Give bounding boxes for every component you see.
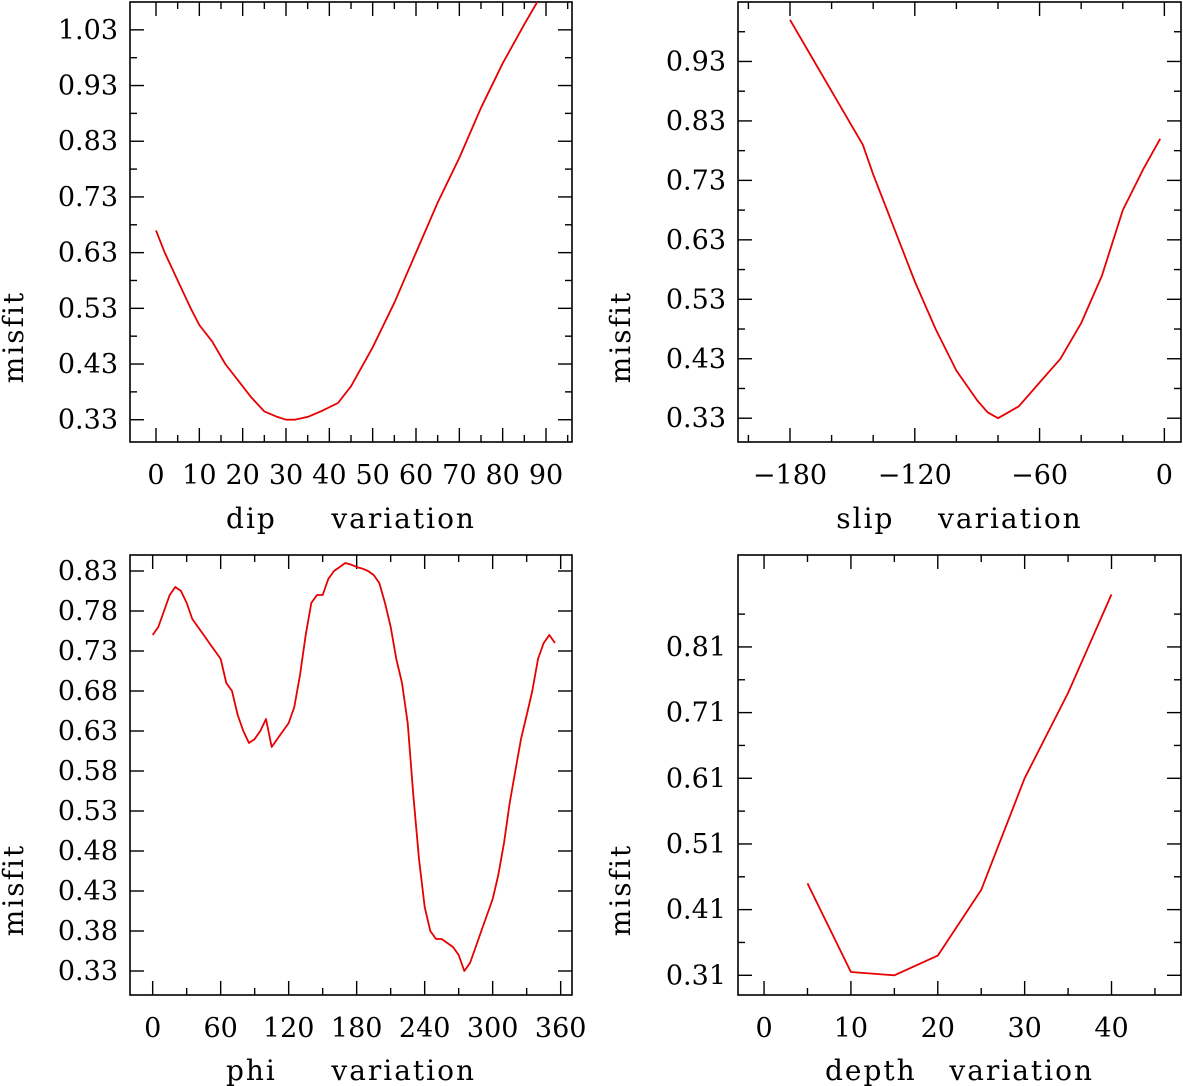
y-axis-title: misfit xyxy=(604,844,637,936)
x-axis-title: slip variation xyxy=(836,502,1082,535)
x-axis-title: depth variation xyxy=(825,1054,1094,1086)
y-tick-label: 0.63 xyxy=(58,716,118,747)
y-tick-label: 0.43 xyxy=(58,876,118,907)
x-tick-label: 20 xyxy=(225,460,259,491)
x-tick-label: 40 xyxy=(312,460,346,491)
y-tick-label: 0.93 xyxy=(58,71,118,102)
x-tick-label: 0 xyxy=(1156,460,1173,491)
x-tick-label: 10 xyxy=(182,460,216,491)
x-tick-label: 360 xyxy=(535,1013,587,1044)
x-tick-label: −120 xyxy=(878,460,952,491)
chart-panel-phi: 0 60 120 180 240 300 360 0.33 0.38 0.43 0.48 0.53 0.… xyxy=(0,554,587,1086)
x-tick-label: 20 xyxy=(921,1013,955,1044)
chart-panel-dip: 0 10 20 30 40 50 60 70 80 90 0.33 0.43 0.53 0.63 0.73 0… xyxy=(0,1,573,535)
y-tick-label: 0.58 xyxy=(58,756,118,787)
y-tick-label: 0.51 xyxy=(666,829,726,860)
x-tick-label: 90 xyxy=(529,460,563,491)
y-tick-label: 0.33 xyxy=(666,403,726,434)
x-axis-title: dip variation xyxy=(226,502,476,535)
y-tick-label: 0.71 xyxy=(666,698,726,729)
x-tick-label: 80 xyxy=(485,460,519,491)
x-tick-label: 30 xyxy=(269,460,303,491)
x-tick-label: −180 xyxy=(753,460,827,491)
y-tick-label: 0.53 xyxy=(666,284,726,315)
y-tick-label: 0.93 xyxy=(666,46,726,77)
y-tick-label: 0.33 xyxy=(58,405,118,436)
x-tick-label: 180 xyxy=(331,1013,383,1044)
y-axis-title: misfit xyxy=(0,844,30,936)
series-line-depth xyxy=(806,594,1113,977)
y-tick-label: 0.38 xyxy=(58,916,118,947)
y-tick-label: 0.81 xyxy=(666,632,726,663)
y-tick-label: 0.53 xyxy=(58,796,118,827)
y-tick-label: 0.63 xyxy=(58,238,118,269)
series-line-dip xyxy=(155,1,539,421)
x-tick-label: −60 xyxy=(1011,460,1068,491)
plot-frame xyxy=(129,554,573,996)
y-tick-label: 0.78 xyxy=(58,596,118,627)
y-tick-label: 0.68 xyxy=(58,676,118,707)
y-tick-label: 0.48 xyxy=(58,836,118,867)
x-tick-label: 300 xyxy=(467,1013,519,1044)
x-tick-label: 0 xyxy=(755,1013,772,1044)
x-tick-label: 0 xyxy=(147,460,164,491)
x-tick-label: 50 xyxy=(355,460,389,491)
y-tick-label: 0.83 xyxy=(666,106,726,137)
x-tick-label: 240 xyxy=(399,1013,451,1044)
x-tick-label: 10 xyxy=(834,1013,868,1044)
y-tick-label: 0.31 xyxy=(666,960,726,991)
y-tick-label: 0.33 xyxy=(58,956,118,987)
x-tick-label: 40 xyxy=(1094,1013,1128,1044)
x-tick-label: 30 xyxy=(1007,1013,1041,1044)
y-tick-label: 0.73 xyxy=(58,636,118,667)
series-line-phi xyxy=(151,562,556,972)
plot-frame xyxy=(129,1,573,443)
x-axis-title: phi variation xyxy=(226,1054,476,1086)
plot-frame xyxy=(737,1,1182,443)
series-line-slip xyxy=(789,19,1161,420)
y-tick-label: 1.03 xyxy=(58,15,118,46)
x-tick-label: 120 xyxy=(263,1013,315,1044)
y-tick-label: 0.63 xyxy=(666,225,726,256)
x-tick-label: 70 xyxy=(442,460,476,491)
y-tick-label: 0.73 xyxy=(58,182,118,213)
x-tick-label: 60 xyxy=(203,1013,237,1044)
y-tick-label: 0.83 xyxy=(58,126,118,157)
y-tick-label: 0.73 xyxy=(666,165,726,196)
x-tick-label: 60 xyxy=(399,460,433,491)
y-tick-label: 0.43 xyxy=(666,344,726,375)
chart-panel-slip: −180 −120 −60 0 0.33 0.43 0.53 0.63 0.73 0.83 0.93… xyxy=(604,1,1182,535)
y-tick-label: 0.61 xyxy=(666,763,726,794)
y-tick-label: 0.41 xyxy=(666,895,726,926)
y-tick-label: 0.53 xyxy=(58,293,118,324)
y-tick-label: 0.43 xyxy=(58,349,118,380)
y-axis-title: misfit xyxy=(0,291,30,383)
plot-frame xyxy=(737,554,1182,996)
y-tick-label: 0.83 xyxy=(58,556,118,587)
chart-panel-depth: 0 10 20 30 40 0.31 0.41 0.51 0.61 0.71 0.81 depth v… xyxy=(604,554,1182,1086)
y-axis-title: misfit xyxy=(604,291,637,383)
x-tick-label: 0 xyxy=(144,1013,161,1044)
